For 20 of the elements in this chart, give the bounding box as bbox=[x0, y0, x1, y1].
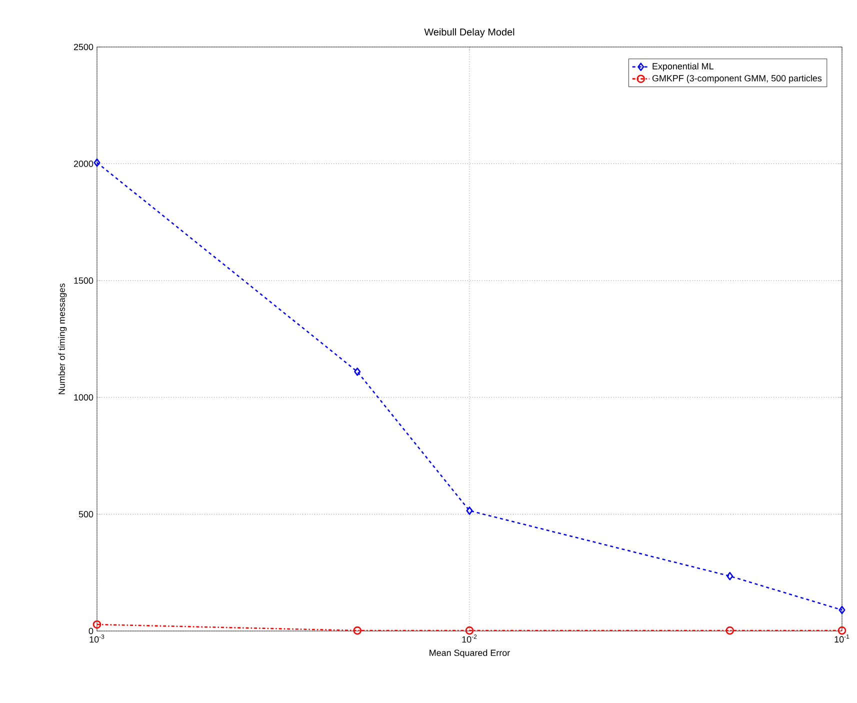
point bbox=[94, 158, 100, 167]
legend-label: GMKPF (3-component GMM, 500 particles bbox=[652, 74, 822, 84]
point bbox=[92, 620, 102, 629]
y-tick-label: 1000 bbox=[74, 394, 94, 401]
point bbox=[466, 506, 473, 515]
x-axis-title: Mean Squared Error bbox=[430, 649, 510, 658]
y-tick-label: 1500 bbox=[74, 277, 94, 284]
legend-label: Exponential ML bbox=[652, 62, 714, 72]
x-tick-label: 10$^{-3}$ bbox=[90, 634, 104, 643]
chart-title: Weibull Delay Model bbox=[424, 28, 514, 38]
point bbox=[838, 606, 846, 614]
y-axis-title: Number of timing messages bbox=[58, 284, 67, 394]
y-tick-label: 0 bbox=[88, 628, 94, 634]
point bbox=[465, 626, 474, 635]
point bbox=[838, 626, 846, 635]
x-tick-label: 10$^{-1}$ bbox=[834, 634, 850, 643]
y-tick-label: 500 bbox=[78, 511, 94, 518]
y-tick-label: 2500 bbox=[74, 44, 94, 50]
x-tick-label: 10$^{-2}$ bbox=[462, 634, 477, 643]
y-tick-label: 2000 bbox=[74, 160, 94, 167]
